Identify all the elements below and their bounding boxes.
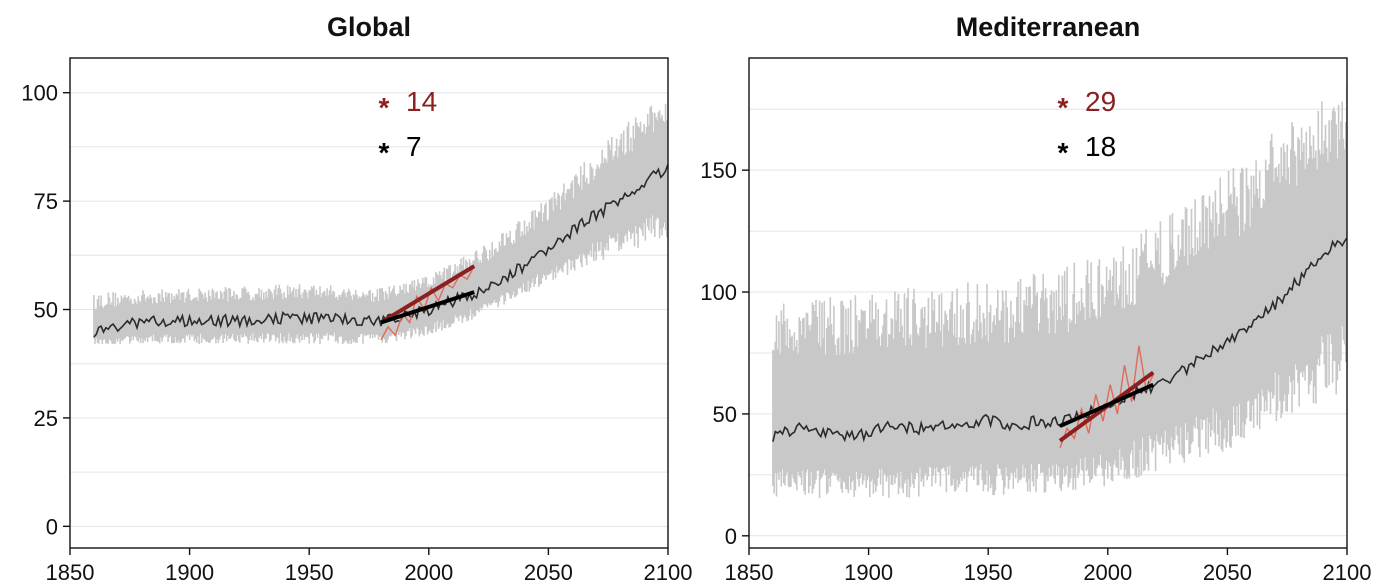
ensemble-mean-line [93, 163, 668, 338]
x-tick-label: 1900 [165, 560, 214, 585]
plot-frame [748, 57, 1348, 549]
annotation-value: 14 [406, 86, 437, 117]
annotation-value: 29 [1085, 86, 1116, 117]
ensemble-range-band [772, 85, 1347, 499]
x-tick-label: 2000 [1083, 560, 1132, 585]
observed-line [1059, 345, 1154, 449]
chart-title: Global [327, 12, 411, 42]
annotation-asterisk: * [1058, 92, 1069, 123]
y-tick-label: 100 [21, 81, 58, 106]
plot-area [772, 85, 1347, 499]
x-tick-label: 2100 [1323, 560, 1372, 585]
model-trend-line [1059, 382, 1155, 428]
y-tick-label: 0 [46, 514, 58, 539]
chart-title: Mediterranean [956, 12, 1141, 42]
annotation-value: 18 [1085, 131, 1116, 162]
y-tick-label: 25 [34, 406, 58, 431]
y-tick-label: 100 [700, 280, 737, 305]
y-tick-label: 50 [34, 298, 58, 323]
x-tick-label: 1850 [46, 560, 95, 585]
x-tick-label: 1950 [285, 560, 334, 585]
chart-panel-global: Global 0 25 50 75 100 1850 1900 1950 2000 2050 2100… [21, 12, 692, 585]
annotation-asterisk: * [379, 92, 390, 123]
plot-area [93, 103, 668, 345]
annotation-asterisk: * [379, 137, 390, 168]
y-tick-label: 75 [34, 189, 58, 214]
y-tick-label: 50 [713, 402, 737, 427]
chart-panel-mediterranean: Mediterranean 0 50 100 150 1850 1900 1950 2000 20… [700, 12, 1371, 585]
annotation-value: 7 [406, 131, 422, 162]
x-tick-label: 1950 [964, 560, 1013, 585]
model-trend-line [380, 290, 475, 325]
x-tick-label: 2050 [1203, 560, 1252, 585]
x-tick-label: 1900 [844, 560, 893, 585]
x-tick-label: 2050 [524, 560, 573, 585]
annotation-asterisk: * [1058, 137, 1069, 168]
x-tick-label: 2000 [404, 560, 453, 585]
plot-frame [69, 57, 669, 549]
observed-trend-line [379, 264, 476, 325]
x-tick-label: 1850 [725, 560, 774, 585]
y-tick-label: 150 [700, 158, 737, 183]
x-tick-label: 2100 [644, 560, 693, 585]
y-tick-label: 0 [725, 524, 737, 549]
